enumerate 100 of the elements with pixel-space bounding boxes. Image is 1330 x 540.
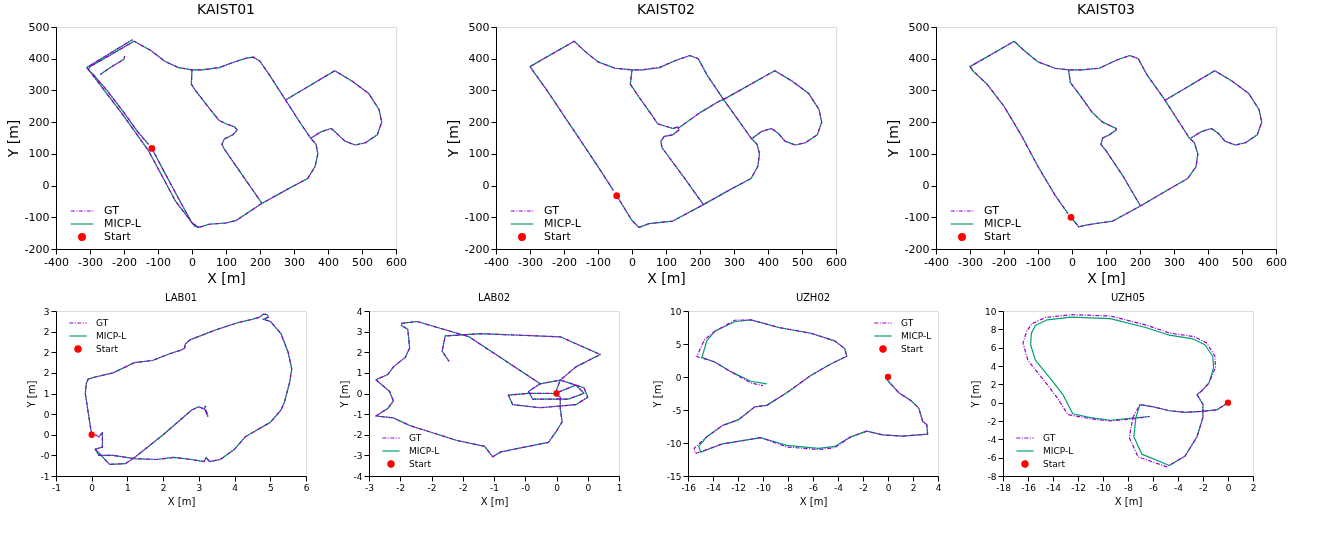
x-tick-label: -400: [924, 255, 949, 269]
x-tick-label: -300: [78, 255, 103, 269]
x-tick-label: 2: [1250, 482, 1257, 493]
y-tick-label: -200: [904, 242, 930, 256]
y-tick-label: -200: [24, 242, 50, 256]
x-tick-label: 100: [216, 255, 237, 269]
x-tick-label: 5: [267, 482, 274, 493]
y-tick-label: 10: [670, 306, 682, 317]
x-tick-label: -300: [958, 255, 983, 269]
legend-label: MICP-L: [901, 331, 932, 341]
x-tick-label: -8: [784, 482, 794, 493]
x-tick-label: 200: [690, 255, 711, 269]
y-tick-label: 4: [990, 361, 997, 372]
x-tick-label: 6: [303, 482, 310, 493]
x-tick-label: 600: [1266, 255, 1287, 269]
y-tick-label: -100: [464, 210, 490, 224]
chart-title: LAB02: [477, 292, 511, 303]
x-tick-label: 0: [89, 482, 96, 493]
x-tick-label: 4: [232, 482, 239, 493]
x-tick-label: 4: [935, 482, 942, 493]
x-axis-title: X [m]: [167, 495, 196, 507]
x-tick-label: -12: [731, 482, 746, 493]
x-axis-title: X [m]: [647, 269, 686, 286]
x-tick-label: -10: [756, 482, 772, 493]
x-tick-label: -6: [809, 482, 819, 493]
x-tick-label: -2: [859, 482, 868, 493]
y-tick-label: 1: [43, 389, 50, 399]
y-tick-label: -10: [666, 438, 682, 449]
y-tick-label: 100: [28, 147, 50, 161]
chart-title: KAIST03: [1077, 1, 1135, 17]
y-tick-label: 0: [990, 398, 997, 409]
legend-label: GT: [544, 204, 560, 217]
y-tick-label: 100: [908, 147, 930, 161]
x-tick-label: -18: [996, 482, 1012, 493]
x-tick-label: 1: [125, 482, 131, 493]
y-tick-label: 500: [28, 20, 50, 34]
y-tick-label: -1: [353, 409, 363, 420]
y-tick-label: 0: [482, 179, 490, 193]
y-tick-label: 0: [356, 389, 363, 399]
y-tick-label: 400: [908, 52, 930, 66]
y-tick-label: 2: [356, 347, 363, 358]
x-axis-title: X [m]: [207, 269, 246, 286]
y-tick-label: -1: [40, 471, 50, 482]
legend-label: Start: [901, 344, 924, 354]
y-tick-label: 300: [468, 83, 490, 97]
x-tick-label: -1: [52, 482, 61, 493]
x-tick-label: 300: [284, 255, 305, 269]
x-axis-title: X [m]: [799, 495, 828, 507]
x-tick-label: 400: [1198, 255, 1219, 269]
y-axis-title: Y [m]: [884, 119, 901, 159]
x-tick-label: 100: [1096, 255, 1117, 269]
x-tick-label: -400: [484, 255, 509, 269]
y-tick-label: -200: [464, 242, 490, 256]
x-tick-label: 500: [1232, 255, 1253, 269]
y-tick-label: -4: [353, 471, 363, 482]
y-tick-label: 300: [28, 83, 50, 97]
x-axis-title: X [m]: [1087, 269, 1126, 286]
x-tick-label: 200: [1130, 255, 1151, 269]
y-tick-label: 0: [675, 372, 682, 383]
y-tick-label: 2: [43, 327, 50, 338]
x-axis-title: X [m]: [480, 495, 509, 507]
y-axis-title: Y [m]: [444, 119, 461, 159]
legend-label: Start: [1043, 459, 1066, 469]
y-tick-label: -2: [987, 416, 997, 427]
y-tick-label: 200: [908, 115, 930, 129]
x-tick-label: -400: [44, 255, 69, 269]
y-tick-label: -5: [672, 405, 682, 416]
y-tick-label: 200: [28, 115, 50, 129]
x-tick-label: 0: [885, 482, 892, 493]
legend-label: Start: [104, 230, 132, 243]
x-tick-label: -0: [521, 482, 531, 493]
x-tick-label: -1: [490, 482, 499, 493]
y-tick-label: 2: [43, 368, 50, 379]
legend-label: GT: [984, 204, 1000, 217]
legend-label: Start: [984, 230, 1012, 243]
y-tick-label: -0: [40, 450, 50, 461]
y-tick-label: -3: [353, 450, 363, 461]
x-tick-label: -300: [518, 255, 543, 269]
x-tick-label: -2: [1199, 482, 1208, 493]
x-tick-label: 2: [160, 482, 167, 493]
legend-label: GT: [96, 318, 109, 328]
x-tick-label: -100: [586, 255, 611, 269]
x-tick-label: 400: [318, 255, 339, 269]
y-tick-label: 5: [675, 339, 682, 350]
y-tick-label: 0: [43, 430, 50, 441]
x-tick-label: -10: [1096, 482, 1112, 493]
legend-label: MICP-L: [984, 217, 1022, 230]
y-tick-label: 10: [985, 306, 997, 317]
legend-label: Start: [96, 344, 119, 354]
x-tick-label: -12: [1071, 482, 1086, 493]
y-tick-label: 6: [990, 343, 997, 354]
x-axis-title: X [m]: [1114, 495, 1143, 507]
x-tick-label: -2: [396, 482, 406, 493]
x-tick-label: 3: [196, 482, 203, 493]
x-tick-label: 200: [250, 255, 271, 269]
x-tick-label: -200: [552, 255, 577, 269]
y-tick-label: 3: [356, 327, 363, 338]
y-tick-label: 400: [468, 52, 490, 66]
x-tick-label: 0: [554, 482, 561, 493]
y-tick-label: -8: [987, 471, 997, 482]
